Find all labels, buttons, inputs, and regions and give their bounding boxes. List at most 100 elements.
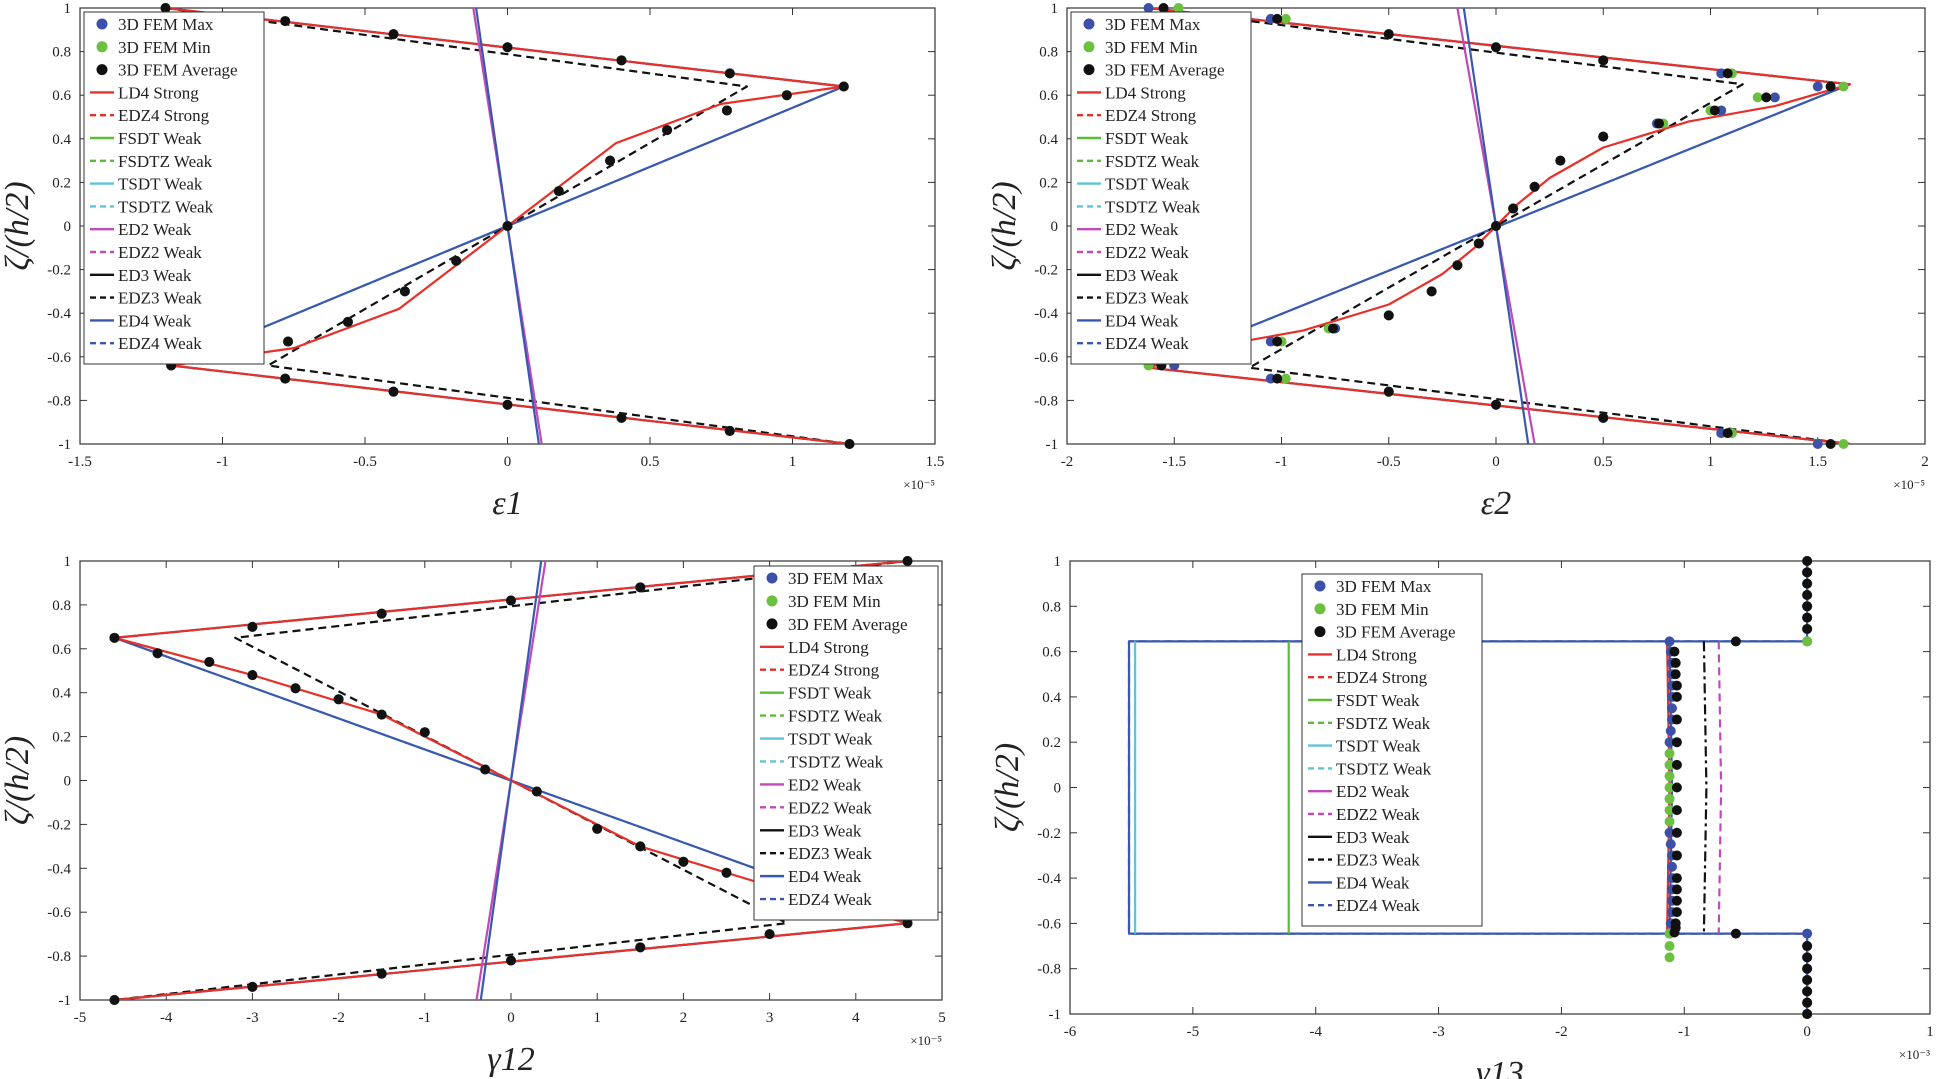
x-tick-label: 0 (507, 1010, 515, 1026)
points-group (1664, 556, 1813, 1019)
data-point-min (1664, 941, 1675, 952)
legend-label: FSDTZ Weak (1336, 714, 1431, 733)
x-tick-label: -2 (1061, 454, 1074, 470)
data-point-avg (1825, 81, 1836, 92)
legend-marker (96, 41, 108, 53)
y-tick-label: -1 (59, 437, 72, 453)
x-tick-label: -1 (216, 454, 229, 470)
y-tick-label: 0 (64, 774, 72, 790)
y-tick-label: 0.8 (52, 598, 71, 614)
y-tick-label: 0 (1054, 781, 1062, 797)
data-point-max (1143, 3, 1154, 13)
data-point-avg (451, 255, 462, 266)
data-point-avg (283, 336, 294, 347)
x-tick-label: -4 (1309, 1024, 1322, 1040)
x-tick-label: 0 (504, 454, 512, 470)
legend-label: EDZ3 Weak (118, 289, 202, 308)
legend-label: EDZ2 Weak (118, 243, 202, 262)
data-point-avg (376, 968, 387, 979)
legend-label: ED2 Weak (118, 220, 192, 239)
data-point-avg (1473, 238, 1484, 249)
data-point-avg (1802, 963, 1813, 974)
data-point-avg (376, 608, 387, 619)
y-axis-label: ζ/(h/2) (986, 181, 1023, 270)
legend-label: EDZ4 Strong (788, 661, 880, 680)
x-tick-label: -3 (1432, 1024, 1445, 1040)
legend-label: ED4 Weak (1336, 873, 1410, 892)
x-tick-label: 4 (852, 1010, 860, 1026)
x-axis-label: γ13 (1476, 1055, 1523, 1079)
legend-label: 3D FEM Max (118, 15, 214, 34)
data-point-avg (1730, 928, 1741, 939)
legend-label: EDZ3 Weak (1105, 289, 1189, 308)
legend-label: FSDTZ Weak (118, 152, 213, 171)
legend-label: ED3 Weak (1336, 828, 1410, 847)
data-point-min (1664, 782, 1675, 793)
y-tick-label: -0.6 (1034, 350, 1058, 366)
legend-label: EDZ4 Strong (1336, 668, 1428, 687)
x-exponent: ×10⁻⁵ (910, 1033, 942, 1048)
data-point-max (1667, 861, 1677, 872)
data-point-avg (1671, 805, 1682, 816)
data-point-avg (1761, 92, 1772, 103)
data-point-avg (902, 918, 913, 929)
data-point-avg (1802, 975, 1813, 986)
legend-marker (1314, 626, 1326, 638)
plot-area (1069, 560, 1931, 1015)
data-point-avg (399, 286, 410, 297)
legend-label: TSDT Weak (118, 175, 203, 194)
legend-label: EDZ2 Weak (788, 798, 872, 817)
legend-label: 3D FEM Average (1105, 61, 1225, 80)
y-tick-label: 0.4 (1042, 690, 1061, 706)
legend-label: EDZ2 Weak (1105, 243, 1189, 262)
data-point-avg (1671, 884, 1682, 895)
data-point-avg (1669, 927, 1680, 938)
data-point-avg (1802, 578, 1813, 589)
data-point-min (1664, 805, 1675, 816)
x-tick-label: -1 (419, 1010, 432, 1026)
legend-label: ED2 Weak (1336, 782, 1410, 801)
y-tick-label: -1 (59, 993, 72, 1009)
legend-label: FSDT Weak (1105, 129, 1189, 148)
legend-label: 3D FEM Average (118, 61, 238, 80)
data-point-max (1667, 703, 1677, 714)
data-point-max (1664, 636, 1675, 647)
x-tick-label: 1.5 (1808, 454, 1827, 470)
data-point-avg (1671, 827, 1682, 838)
data-point-avg (616, 55, 627, 66)
legend-label: EDZ4 Weak (1336, 896, 1420, 915)
y-tick-label: 1 (1054, 554, 1062, 570)
legend-label: LD4 Strong (1105, 83, 1186, 102)
data-point-avg (1722, 428, 1733, 439)
data-point-avg (1671, 737, 1682, 748)
data-point-avg (1802, 952, 1813, 963)
data-point-avg (152, 648, 163, 659)
data-point-avg (506, 595, 516, 606)
data-point-avg (1598, 412, 1609, 423)
data-point-avg (1709, 105, 1720, 116)
data-point-avg (1802, 986, 1813, 997)
legend-label: 3D FEM Min (788, 592, 881, 611)
x-tick-label: -5 (1187, 1024, 1200, 1040)
legend-label: 3D FEM Average (1336, 623, 1456, 642)
data-point-avg (502, 42, 513, 53)
x-tick-label: -0.5 (353, 454, 377, 470)
data-point-min (1173, 3, 1184, 13)
legend-label: TSDTZ Weak (788, 752, 884, 771)
data-point-avg (247, 621, 258, 632)
data-point-avg (1802, 997, 1813, 1008)
chart-gam13: -6 -5 -4 -3 -2 -1 0 1 -1 -0.8 -0.6 -0.4 -0.2 0 0.2 0.4 0… (989, 554, 1934, 1079)
data-point-avg (290, 683, 301, 694)
x-tick-label: 1 (789, 454, 797, 470)
x-tick-label: -6 (1064, 1024, 1077, 1040)
legend-marker (96, 18, 108, 30)
data-point-min (1752, 92, 1763, 103)
series-line-edz3-weak (1148, 8, 1851, 444)
x-tick-label: -2 (1555, 1024, 1568, 1040)
legend-label: 3D FEM Min (1105, 38, 1198, 57)
data-point-avg (1508, 203, 1519, 214)
y-tick-label: -0.6 (47, 905, 71, 921)
legend: 3D FEM Max 3D FEM Min 3D FEM Average LD4 St… (1070, 11, 1252, 365)
data-point-avg (724, 68, 735, 79)
